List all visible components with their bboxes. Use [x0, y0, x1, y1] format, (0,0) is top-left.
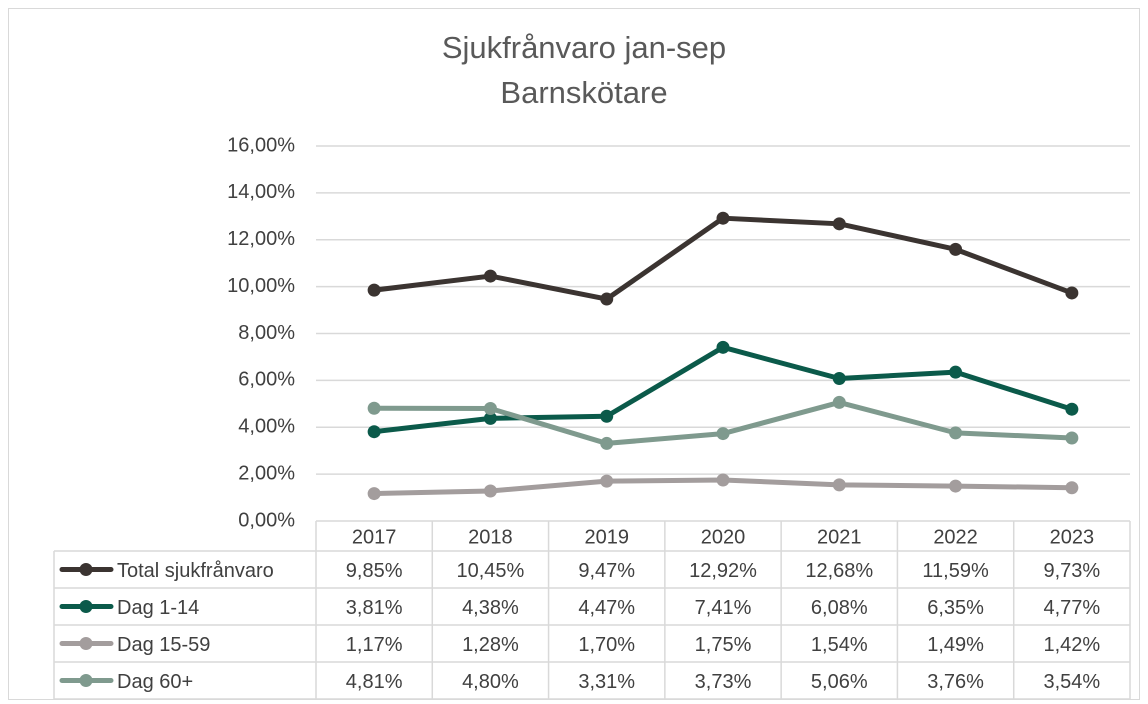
table-value: 4,38%	[462, 597, 519, 619]
x-tick-label: 2023	[1050, 526, 1095, 548]
table-value: 4,81%	[346, 671, 403, 693]
series-point	[832, 217, 846, 231]
x-tick-label: 2019	[584, 526, 629, 548]
y-tick-label: 14,00%	[227, 181, 295, 203]
series-point	[483, 269, 497, 283]
series-point	[716, 340, 730, 354]
table-value: 12,92%	[689, 560, 757, 582]
x-tick-label: 2018	[468, 526, 513, 548]
table-value: 6,08%	[811, 597, 868, 619]
series-point	[367, 425, 381, 439]
series-point	[367, 401, 381, 415]
x-tick-label: 2022	[933, 526, 978, 548]
legend-symbol	[79, 674, 93, 687]
table-value: 4,47%	[578, 597, 635, 619]
chart-title: Sjukfrånvaro jan-sep	[442, 30, 726, 65]
table-value: 1,75%	[695, 634, 752, 656]
chart-border	[8, 8, 1140, 700]
table-value: 3,76%	[927, 671, 984, 693]
table-value: 1,28%	[462, 634, 519, 656]
x-tick-label: 2020	[701, 526, 746, 548]
series-point	[483, 484, 497, 498]
series-point	[600, 436, 614, 450]
series-point	[600, 409, 614, 423]
table-value: 9,73%	[1043, 560, 1100, 582]
table-value: 11,59%	[922, 560, 989, 582]
table-value: 6,35%	[927, 597, 984, 619]
series-point	[716, 211, 730, 225]
table-value: 5,06%	[811, 671, 868, 693]
legend-label: Total sjukfrånvaro	[117, 560, 274, 582]
series-point	[1065, 431, 1079, 445]
series-point	[832, 478, 846, 492]
series-point	[367, 283, 381, 297]
legend-symbol	[79, 600, 93, 613]
y-tick-label: 8,00%	[238, 322, 295, 344]
table-value: 10,45%	[457, 560, 525, 582]
legend-symbol	[79, 563, 93, 576]
table-value: 1,54%	[811, 634, 868, 656]
x-tick-label: 2017	[352, 526, 397, 548]
series-point	[949, 242, 963, 256]
table-value: 3,31%	[578, 671, 635, 693]
table-value: 4,80%	[462, 671, 519, 693]
legend-label: Dag 60+	[117, 671, 193, 693]
legend-symbol	[79, 637, 93, 650]
table-value: 1,17%	[346, 634, 403, 656]
series-point	[832, 395, 846, 409]
series-point	[1065, 286, 1079, 300]
y-tick-label: 16,00%	[227, 134, 295, 156]
series-point	[832, 372, 846, 385]
table-value: 3,54%	[1043, 671, 1100, 693]
series-point	[716, 473, 730, 487]
table-value: 4,77%	[1043, 597, 1100, 619]
table-value: 12,68%	[805, 560, 873, 582]
series-point	[1065, 402, 1079, 416]
y-tick-label: 10,00%	[227, 275, 295, 297]
table-value: 3,81%	[346, 597, 403, 619]
y-tick-label: 12,00%	[227, 228, 295, 250]
table-value: 7,41%	[695, 597, 752, 619]
y-tick-label: 0,00%	[238, 509, 295, 531]
table-value: 1,42%	[1043, 634, 1100, 656]
series-point	[949, 426, 963, 440]
y-tick-label: 2,00%	[238, 462, 295, 484]
series-point	[483, 411, 497, 425]
series-point	[600, 292, 614, 306]
table-value: 1,49%	[927, 634, 984, 656]
y-tick-label: 4,00%	[238, 416, 295, 438]
series-point	[367, 487, 381, 501]
chart-subtitle: Barnskötare	[500, 75, 667, 110]
series-point	[716, 427, 730, 441]
x-tick-label: 2021	[817, 526, 862, 548]
y-tick-label: 6,00%	[238, 369, 295, 391]
series-point	[949, 365, 963, 379]
series-point	[949, 479, 963, 493]
table-value: 3,73%	[695, 671, 752, 693]
table-value: 9,85%	[346, 560, 403, 582]
table-value: 9,47%	[578, 560, 635, 582]
table-value: 1,70%	[578, 634, 635, 656]
legend-label: Dag 15-59	[117, 634, 210, 656]
series-point	[483, 402, 497, 415]
series-point	[600, 474, 614, 488]
series-point	[1065, 481, 1079, 495]
legend-label: Dag 1-14	[117, 597, 199, 619]
